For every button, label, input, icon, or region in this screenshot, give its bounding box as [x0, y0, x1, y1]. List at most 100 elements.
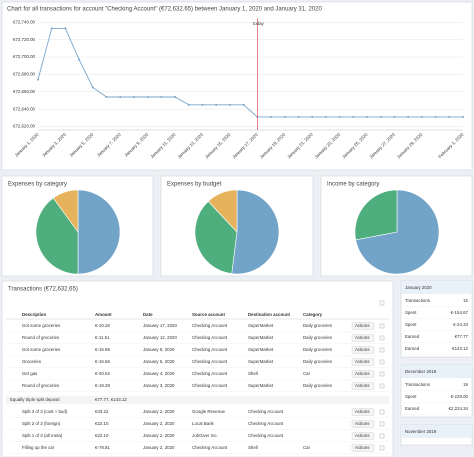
actions-label[interactable]: Actions	[355, 347, 370, 352]
cell[interactable]: Daily groceries	[303, 347, 333, 352]
data-point	[146, 96, 149, 99]
cell[interactable]: Daily groceries	[303, 383, 333, 388]
actions-label[interactable]: Actions	[355, 383, 370, 388]
actions-label[interactable]: Actions	[355, 335, 370, 340]
cell[interactable]: Shell	[248, 445, 258, 450]
data-point	[379, 115, 382, 118]
actions-label[interactable]: Actions	[355, 445, 370, 450]
data-point	[201, 103, 204, 106]
transactions-title: Transactions (€72,632.65)	[8, 287, 78, 293]
cell[interactable]: Checking Account	[192, 323, 228, 328]
cell[interactable]: Checking Account	[192, 371, 228, 376]
cell[interactable]: Got some groceries	[22, 323, 61, 328]
checkbox[interactable]	[379, 347, 385, 353]
y-tick-label: €72,620.00	[13, 124, 36, 129]
data-point	[78, 58, 81, 61]
cell[interactable]: SuperMarket	[248, 347, 274, 352]
cell[interactable]: Shell	[248, 371, 258, 376]
y-tick-label: €72,700.00	[13, 54, 36, 59]
checkbox[interactable]	[379, 445, 385, 451]
actions-button[interactable]	[351, 444, 375, 452]
actions-button[interactable]	[351, 420, 375, 428]
cell[interactable]: Daily groceries	[303, 323, 333, 328]
checkbox[interactable]	[379, 323, 385, 329]
amount: €-15.95	[95, 347, 110, 352]
amount: €33.22	[95, 409, 109, 414]
cell[interactable]: Daily groceries	[303, 359, 333, 364]
actions-label[interactable]: Actions	[355, 433, 370, 438]
cell[interactable]: Car	[303, 371, 311, 376]
actions-label[interactable]: Actions	[355, 371, 370, 376]
checkbox[interactable]	[379, 383, 385, 389]
cell[interactable]: SuperMarket	[248, 359, 274, 364]
cell[interactable]: Got some groceries	[22, 347, 61, 352]
chart-title: Chart for all transactions for account "…	[7, 7, 322, 13]
summary-label: Spent	[405, 394, 417, 399]
cell[interactable]: SuperMarket	[248, 383, 274, 388]
cell[interactable]: Split 3 of 3 (cost + bud)	[22, 409, 68, 414]
data-point	[283, 115, 286, 118]
actions-label[interactable]: Actions	[355, 323, 370, 328]
cell[interactable]: Split 2 of 3 (foreign)	[22, 421, 61, 426]
data-point	[324, 115, 327, 118]
actions-button[interactable]	[351, 322, 375, 330]
checkbox[interactable]	[379, 409, 385, 415]
cell: January 2, 2020	[143, 445, 175, 450]
cell[interactable]: Checking Account	[192, 335, 228, 340]
cell[interactable]: JobGiver Inc.	[192, 433, 218, 438]
summary-title[interactable]: December 2019	[405, 369, 437, 374]
actions-button[interactable]	[351, 358, 375, 366]
summary-title[interactable]: November 2019	[405, 429, 437, 434]
summary-value: €-24.34	[453, 322, 468, 327]
summary-title[interactable]: January 2020	[405, 285, 432, 290]
cell[interactable]: Round of groceries	[22, 335, 60, 340]
data-point	[187, 103, 190, 106]
cell[interactable]: Checking Account	[248, 421, 284, 426]
group-amount: €77.77, €143.12	[95, 397, 127, 402]
cell[interactable]: Google Revenue	[192, 409, 226, 414]
cell[interactable]: Car	[303, 445, 311, 450]
y-tick-label: €72,720.00	[13, 37, 36, 42]
cell[interactable]: SuperMarket	[248, 335, 274, 340]
actions-label[interactable]: Actions	[355, 359, 370, 364]
actions-label[interactable]: Actions	[355, 421, 370, 426]
cell: January 3, 2020	[143, 383, 175, 388]
data-point	[50, 27, 53, 30]
cell[interactable]: SuperMarket	[248, 323, 274, 328]
cell[interactable]: Round of groceries	[22, 383, 60, 388]
cell[interactable]: Checking Account	[248, 433, 284, 438]
summary-value: €-154.67	[451, 310, 469, 315]
actions-button[interactable]	[351, 334, 375, 342]
summary-value: €-229.00	[451, 394, 469, 399]
cell[interactable]: Checking Account	[192, 383, 228, 388]
cell[interactable]: Checking Account	[192, 359, 228, 364]
cell[interactable]: Checking Account	[192, 445, 228, 450]
y-tick-label: €72,640.00	[13, 106, 36, 111]
cell[interactable]: Filling up the car	[22, 445, 55, 450]
cell[interactable]: Checking Account	[192, 347, 228, 352]
checkbox[interactable]	[379, 433, 385, 439]
checkbox[interactable]	[379, 371, 385, 377]
checkbox[interactable]	[379, 335, 385, 341]
cell[interactable]: Groceries	[22, 359, 42, 364]
data-point	[311, 115, 314, 118]
checkbox[interactable]	[379, 300, 385, 306]
summary-label: Spent	[405, 322, 417, 327]
cell[interactable]: Daily groceries	[303, 335, 333, 340]
cell[interactable]: Split 1 of 3 (all meta)	[22, 433, 63, 438]
cell[interactable]: Get gas	[22, 371, 38, 376]
data-point	[215, 103, 218, 106]
actions-label[interactable]: Actions	[355, 409, 370, 414]
cell[interactable]: Checking Account	[248, 409, 284, 414]
summary-label: Transactions	[405, 298, 431, 303]
actions-button[interactable]	[351, 382, 375, 390]
summary-label: Spent	[405, 310, 417, 315]
actions-button[interactable]	[351, 370, 375, 378]
checkbox[interactable]	[379, 421, 385, 427]
actions-button[interactable]	[351, 432, 375, 440]
actions-button[interactable]	[351, 346, 375, 354]
actions-button[interactable]	[351, 408, 375, 416]
checkbox[interactable]	[379, 359, 385, 365]
cell[interactable]: Local Bank	[192, 421, 215, 426]
